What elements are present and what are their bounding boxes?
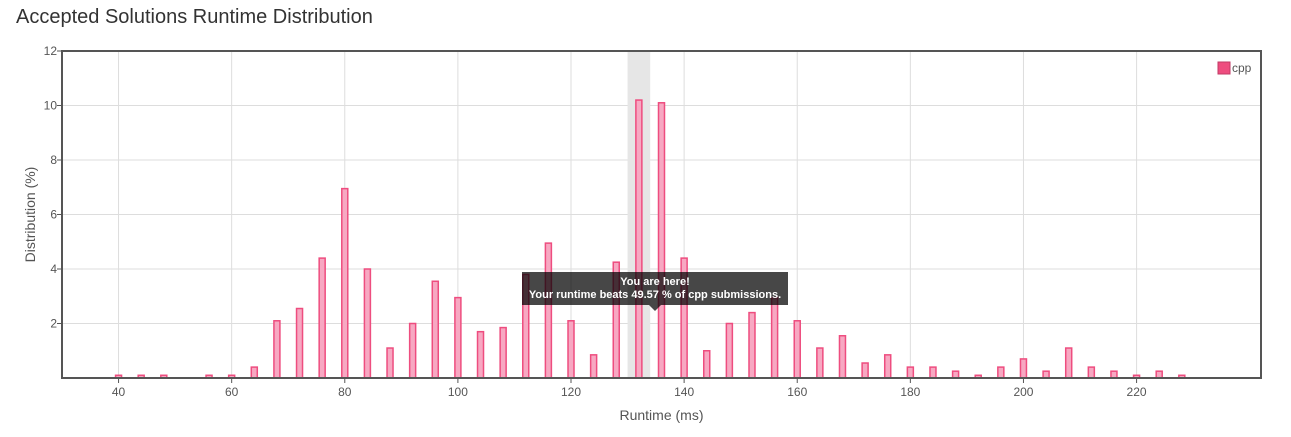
bar[interactable]	[793, 320, 801, 379]
tooltip-arrow-icon	[649, 305, 661, 311]
bar[interactable]	[748, 311, 756, 379]
bar[interactable]	[816, 347, 824, 379]
y-tick-label: 4	[50, 262, 57, 276]
y-tick-label: 12	[44, 44, 58, 58]
bar[interactable]	[1110, 370, 1118, 379]
bar[interactable]	[363, 268, 372, 379]
y-axis-label: Distribution (%)	[22, 167, 38, 263]
x-tick-label: 160	[787, 385, 807, 399]
x-tick-label: 100	[448, 385, 468, 399]
x-tick-label: 40	[112, 385, 126, 399]
bar[interactable]	[725, 322, 734, 379]
bars-group	[114, 99, 1186, 379]
bar[interactable]	[1064, 347, 1073, 379]
tooltip-line-1: You are here!	[620, 276, 690, 288]
bar[interactable]	[1042, 370, 1050, 379]
y-ticks: 2 4 6 8 10 12	[44, 44, 62, 331]
bar[interactable]	[295, 307, 304, 379]
bar[interactable]	[431, 280, 440, 379]
bar[interactable]	[635, 99, 643, 379]
page-title: Accepted Solutions Runtime Distribution	[16, 6, 373, 28]
x-tick-label: 80	[338, 385, 352, 399]
x-tick-label: 220	[1127, 385, 1147, 399]
bar[interactable]	[838, 335, 847, 379]
bar[interactable]	[567, 320, 575, 379]
bar[interactable]	[589, 354, 598, 379]
bar[interactable]	[408, 322, 417, 379]
y-tick-label: 6	[50, 208, 57, 222]
legend-label: cpp	[1232, 61, 1252, 75]
bar[interactable]	[499, 326, 507, 379]
bar[interactable]	[883, 354, 892, 379]
y-tick-label: 2	[50, 317, 57, 331]
bar[interactable]	[702, 350, 711, 379]
y-tick-label: 8	[50, 153, 57, 167]
bar[interactable]	[906, 366, 915, 379]
bar[interactable]	[341, 187, 349, 379]
bar[interactable]	[1019, 358, 1028, 379]
bar[interactable]	[929, 366, 937, 379]
bar[interactable]	[318, 257, 326, 379]
x-ticks: 40 60 80 100 120 140 160 180 200 220	[112, 378, 1147, 399]
bar[interactable]	[1155, 370, 1163, 379]
bar[interactable]	[544, 242, 553, 379]
x-tick-label: 180	[900, 385, 920, 399]
tooltip-line-2: Your runtime beats 49.57 % of cpp submis…	[528, 289, 782, 301]
bar[interactable]	[997, 366, 1005, 379]
x-axis-label: Runtime (ms)	[619, 407, 703, 423]
y-tick-label: 10	[44, 99, 58, 113]
bar[interactable]	[454, 296, 462, 379]
bar[interactable]	[1087, 366, 1096, 379]
bar[interactable]	[273, 320, 281, 379]
x-tick-label: 140	[674, 385, 694, 399]
bar[interactable]	[861, 362, 869, 379]
bar[interactable]	[386, 347, 394, 379]
bar[interactable]	[250, 366, 259, 379]
legend-swatch	[1217, 61, 1231, 75]
x-tick-label: 200	[1013, 385, 1033, 399]
legend[interactable]: cpp	[1217, 61, 1252, 75]
bar[interactable]	[657, 102, 666, 379]
runtime-tooltip: You are here! Your runtime beats 49.57 %…	[522, 272, 788, 311]
x-tick-label: 60	[225, 385, 239, 399]
x-tick-label: 120	[561, 385, 581, 399]
bar[interactable]	[951, 370, 960, 379]
bar[interactable]	[770, 296, 779, 379]
bar[interactable]	[476, 330, 485, 379]
